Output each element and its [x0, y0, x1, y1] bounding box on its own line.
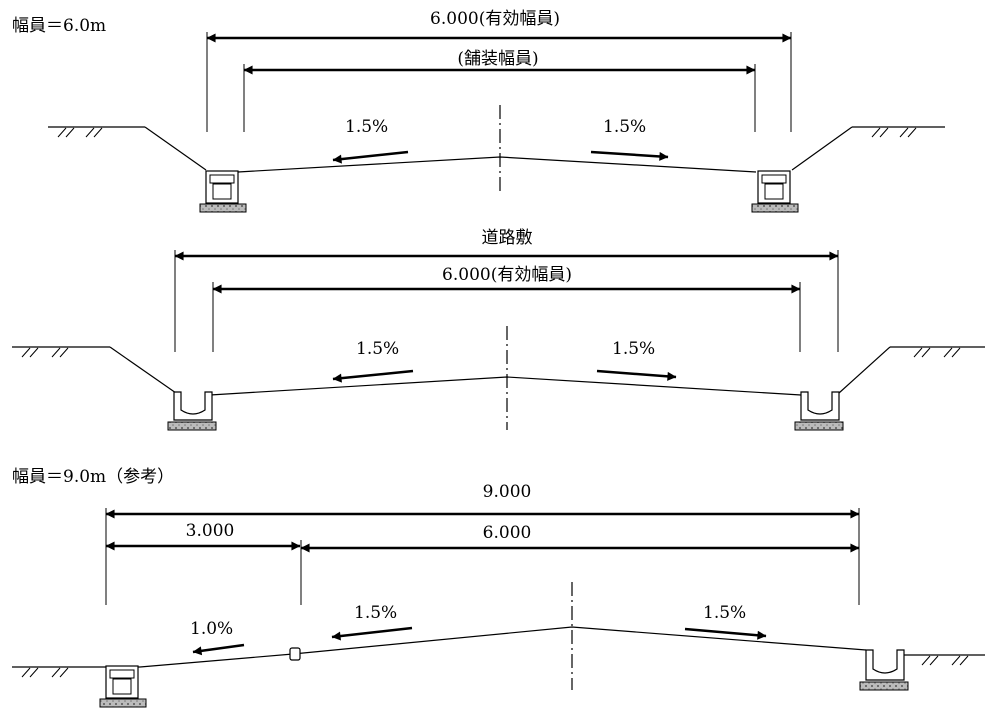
ground-right-3 [905, 654, 985, 666]
dimension-road-site: 道路敷 [174, 228, 839, 261]
road-surface-2 [209, 376, 802, 396]
slope-arrow-right: 1.5% [590, 117, 669, 161]
section-3-heading: 幅員＝9.0m（参考） [12, 467, 174, 487]
slope-arrow-right-2: 1.5% [596, 339, 677, 381]
dimension-total-width-label: 9.000 [483, 482, 532, 502]
dimension-left-width-label: 3.000 [186, 521, 235, 541]
dimension-pavement-width: (舗装幅員) [243, 49, 756, 75]
slope-left-2-label: 1.5% [356, 339, 399, 359]
dimension-road-site-label: 道路敷 [482, 228, 533, 248]
extension-lines-3 [105, 508, 860, 605]
extension-lines-2 [174, 250, 839, 352]
dimension-pavement-width-label: (舗装幅員) [457, 49, 538, 69]
slope-arrow-left: 1.5% [332, 117, 409, 164]
dimension-right-width: 6.000 [300, 523, 860, 553]
slope-right-3-label: 1.5% [703, 603, 746, 623]
gutter-box-left-3 [99, 665, 147, 708]
gutter-box-left [199, 170, 247, 213]
slope-arrow-left-2: 1.5% [332, 339, 414, 383]
section-1-paved-road: 幅員＝6.0m 6.000(有効幅員) (舗装幅員) [12, 9, 945, 213]
dimension-total-width: 9.000 [105, 482, 860, 519]
gutter-u-right-3 [859, 649, 909, 691]
slope-left-3-label: 1.5% [354, 603, 397, 623]
road-surface [237, 156, 757, 173]
slope-right-label: 1.5% [603, 117, 646, 137]
slope-far-left-3-label: 1.0% [190, 619, 233, 639]
road-surface-3 [139, 626, 867, 668]
gutter-u-left [167, 391, 217, 431]
ground-left-2 [12, 346, 177, 394]
ground-right [791, 126, 945, 171]
section-2-road-site: 道路敷 6.000(有効幅員) [12, 228, 985, 431]
slope-arrow-right-3: 1.5% [684, 603, 767, 640]
section-1-heading: 幅員＝6.0m [12, 16, 106, 36]
dimension-effective-width: 6.000(有効幅員) [206, 9, 792, 43]
extension-lines [206, 32, 792, 132]
gutter-box-right [751, 170, 799, 213]
gutter-u-right [794, 391, 844, 431]
section-3-reference-9m: 幅員＝9.0m（参考） 9.000 3.000 6.000 [12, 467, 985, 708]
dimension-left-width: 3.000 [105, 521, 301, 551]
slope-arrow-far-left-3: 1.0% [190, 619, 245, 656]
ground-right-2 [838, 346, 985, 394]
dimension-right-width-label: 6.000 [483, 523, 532, 543]
slope-right-2-label: 1.5% [612, 339, 655, 359]
curb-marker [289, 647, 301, 661]
dimension-effective-width-2: 6.000(有効幅員) [212, 265, 801, 294]
ground-left [48, 126, 207, 171]
slope-left-label: 1.5% [345, 117, 388, 137]
slope-arrow-left-3: 1.5% [331, 603, 413, 641]
dimension-effective-width-label: 6.000(有効幅員) [430, 9, 560, 29]
dimension-effective-width-2-label: 6.000(有効幅員) [442, 265, 572, 285]
